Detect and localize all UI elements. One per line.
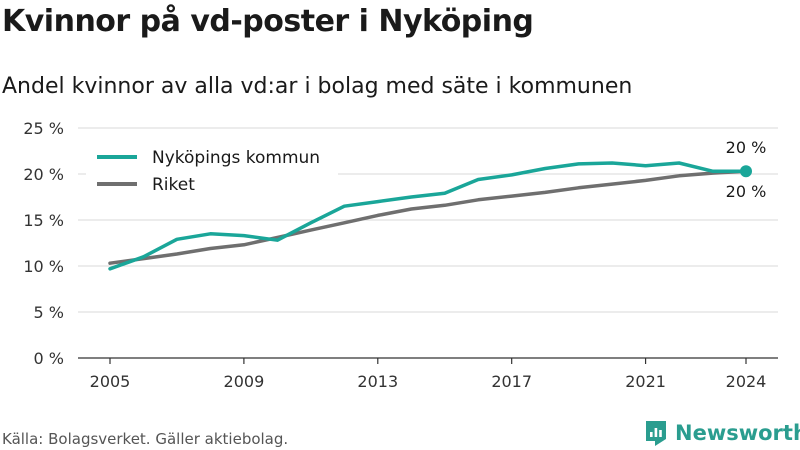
- y-tick-label: 10 %: [23, 257, 64, 276]
- brand-name: Newsworthy: [675, 421, 800, 445]
- source-note: Källa: Bolagsverket. Gäller aktiebolag.: [2, 430, 289, 448]
- x-tick-label: 2021: [625, 372, 666, 391]
- x-tick-label: 2013: [357, 372, 398, 391]
- legend-background: [86, 140, 338, 202]
- x-tick-label: 2005: [90, 372, 131, 391]
- newsworthy-logo-icon: [646, 421, 666, 446]
- series-line-nykopings-kommun: [108, 161, 748, 271]
- chart-subtitle: Andel kvinnor av alla vd:ar i bolag med …: [2, 74, 633, 99]
- y-tick-label: 15 %: [23, 211, 64, 230]
- x-tick-label: 2017: [491, 372, 532, 391]
- x-tick-label: 2009: [224, 372, 265, 391]
- series-line-riket: [108, 169, 748, 265]
- y-tick-label: 20 %: [23, 165, 64, 184]
- y-tick-label: 5 %: [34, 303, 64, 322]
- legend-label-riket: Riket: [152, 175, 195, 195]
- y-tick-label: 25 %: [23, 119, 64, 138]
- y-tick-label: 0 %: [34, 349, 64, 368]
- newsworthy-logo[interactable]: Newsworthy: [644, 418, 800, 448]
- end-point-marker: [740, 165, 752, 178]
- end-label-nykopings-kommun: 20 %: [726, 138, 767, 157]
- end-label-riket: 20 %: [726, 182, 767, 201]
- chart-title: Kvinnor på vd-poster i Nyköping: [2, 4, 534, 39]
- legend-label-nykopings-kommun: Nyköpings kommun: [152, 148, 320, 168]
- x-tick-label: 2024: [726, 372, 767, 391]
